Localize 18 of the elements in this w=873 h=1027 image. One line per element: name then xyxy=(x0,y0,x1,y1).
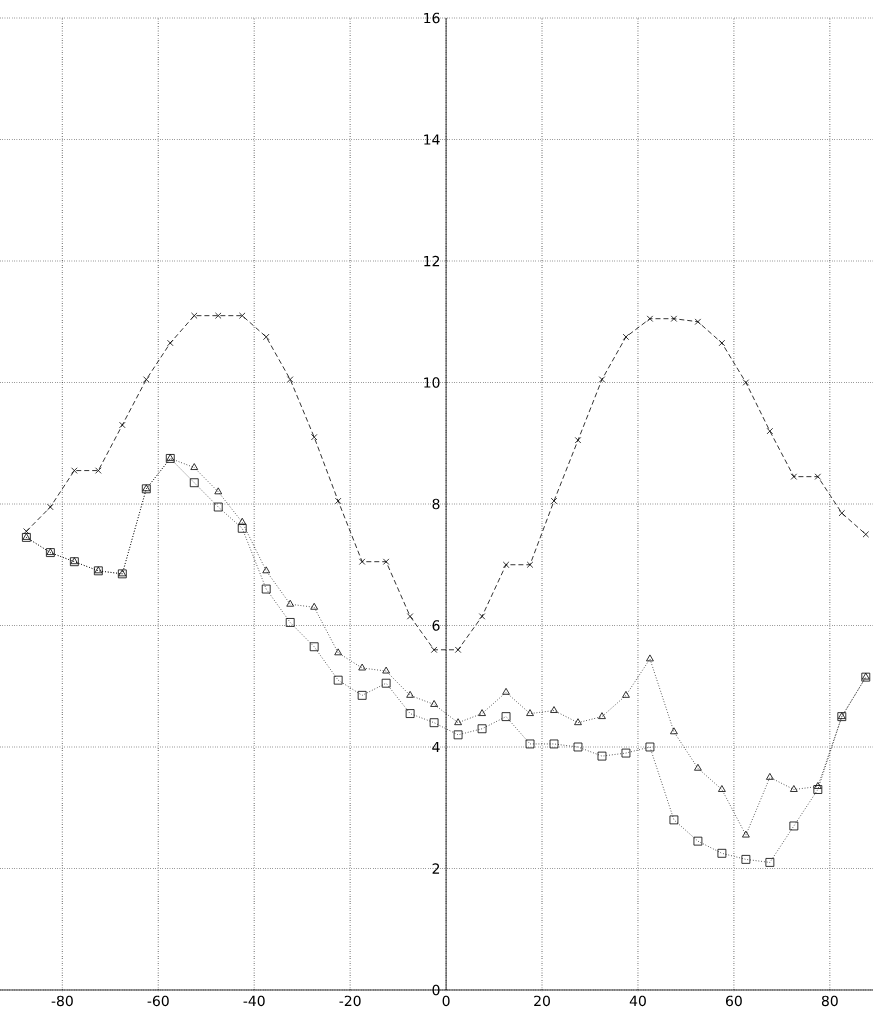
x-tick-label: 80 xyxy=(821,995,838,1007)
y-tick-label: 8 xyxy=(432,498,440,510)
x-tick-label: 0 xyxy=(442,995,450,1007)
y-tick-label: 14 xyxy=(424,134,440,145)
y-tick-label: 0 xyxy=(432,984,440,996)
x-tick-label: -80 xyxy=(51,995,73,1007)
y-tick-label: 6 xyxy=(432,620,440,631)
x-tick-label: 60 xyxy=(725,995,742,1007)
x-tick-label: -20 xyxy=(339,995,361,1007)
y-tick-label: 10 xyxy=(424,377,440,388)
y-tick-label: 4 xyxy=(432,741,440,753)
y-tick-label: 2 xyxy=(432,863,440,874)
x-tick-label: 40 xyxy=(629,995,646,1007)
x-tick-label: -60 xyxy=(147,995,169,1007)
y-tick-label: 12 xyxy=(424,255,440,267)
x-tick-label: -40 xyxy=(243,995,265,1007)
y-tick-label: 16 xyxy=(424,12,440,24)
x-tick-label: 20 xyxy=(534,995,550,1007)
